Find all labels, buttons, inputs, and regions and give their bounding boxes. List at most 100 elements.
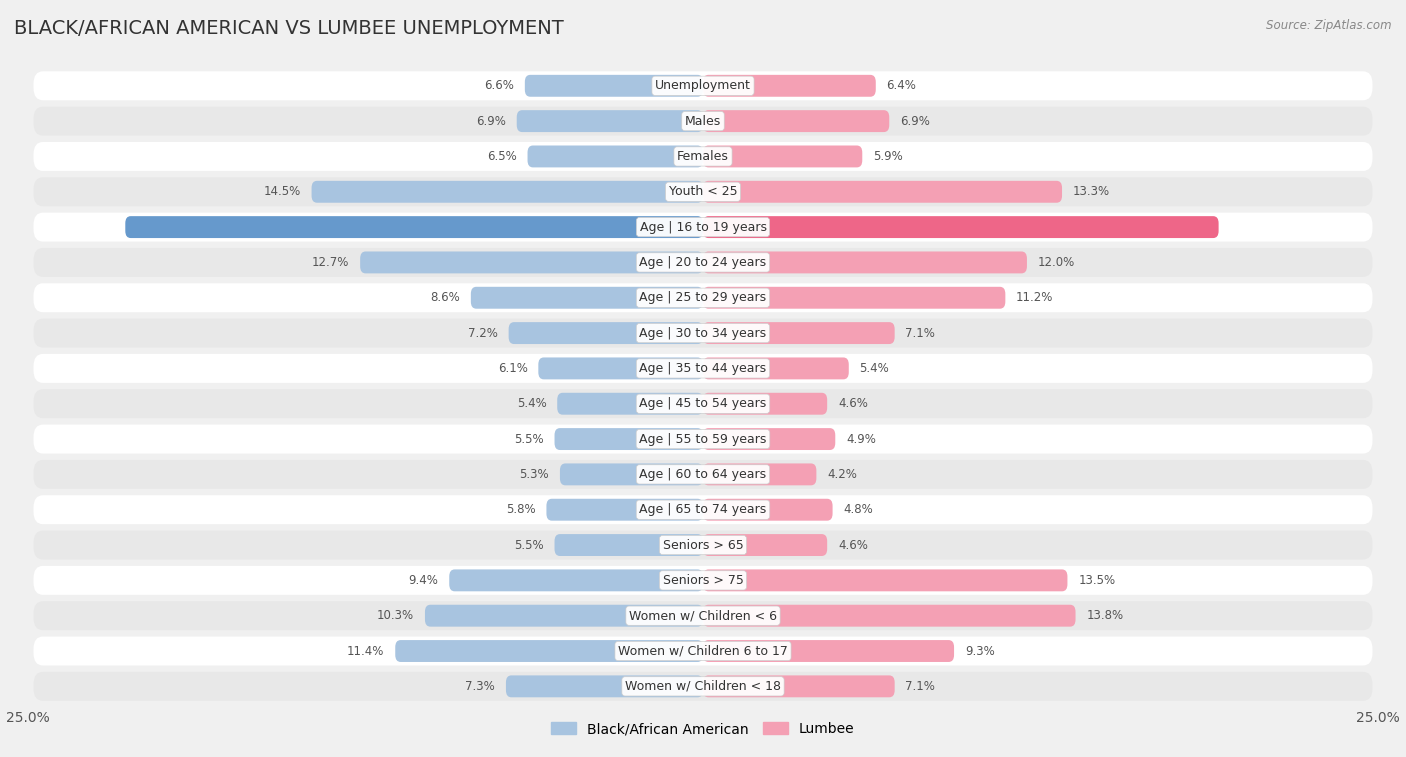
Text: Age | 35 to 44 years: Age | 35 to 44 years	[640, 362, 766, 375]
FancyBboxPatch shape	[703, 181, 1062, 203]
Text: 13.3%: 13.3%	[1073, 185, 1109, 198]
FancyBboxPatch shape	[703, 357, 849, 379]
Text: 10.3%: 10.3%	[377, 609, 415, 622]
FancyBboxPatch shape	[703, 640, 955, 662]
Text: 11.2%: 11.2%	[1017, 291, 1053, 304]
Text: 11.4%: 11.4%	[347, 644, 384, 658]
FancyBboxPatch shape	[509, 322, 703, 344]
Text: 4.9%: 4.9%	[846, 432, 876, 446]
Text: 7.3%: 7.3%	[465, 680, 495, 693]
Text: 9.3%: 9.3%	[965, 644, 994, 658]
FancyBboxPatch shape	[703, 499, 832, 521]
Text: 6.1%: 6.1%	[498, 362, 527, 375]
FancyBboxPatch shape	[527, 145, 703, 167]
FancyBboxPatch shape	[554, 534, 703, 556]
Text: 4.2%: 4.2%	[827, 468, 858, 481]
FancyBboxPatch shape	[34, 107, 1372, 136]
Text: 12.7%: 12.7%	[312, 256, 349, 269]
Text: Age | 30 to 34 years: Age | 30 to 34 years	[640, 326, 766, 340]
FancyBboxPatch shape	[312, 181, 703, 203]
FancyBboxPatch shape	[34, 637, 1372, 665]
Text: 6.5%: 6.5%	[486, 150, 517, 163]
Text: Seniors > 65: Seniors > 65	[662, 538, 744, 552]
Text: 5.8%: 5.8%	[506, 503, 536, 516]
FancyBboxPatch shape	[703, 111, 889, 132]
Text: 5.5%: 5.5%	[515, 432, 544, 446]
FancyBboxPatch shape	[34, 425, 1372, 453]
Text: Youth < 25: Youth < 25	[669, 185, 737, 198]
Text: 6.9%: 6.9%	[900, 114, 929, 128]
Text: 13.5%: 13.5%	[1078, 574, 1115, 587]
FancyBboxPatch shape	[703, 393, 827, 415]
FancyBboxPatch shape	[34, 283, 1372, 312]
FancyBboxPatch shape	[703, 463, 817, 485]
FancyBboxPatch shape	[524, 75, 703, 97]
FancyBboxPatch shape	[34, 566, 1372, 595]
Text: 13.8%: 13.8%	[1087, 609, 1123, 622]
Text: Age | 20 to 24 years: Age | 20 to 24 years	[640, 256, 766, 269]
FancyBboxPatch shape	[703, 287, 1005, 309]
FancyBboxPatch shape	[703, 251, 1026, 273]
Text: 5.3%: 5.3%	[519, 468, 550, 481]
Text: 7.2%: 7.2%	[468, 326, 498, 340]
FancyBboxPatch shape	[703, 145, 862, 167]
Text: 5.4%: 5.4%	[859, 362, 890, 375]
FancyBboxPatch shape	[360, 251, 703, 273]
FancyBboxPatch shape	[34, 601, 1372, 630]
Text: BLACK/AFRICAN AMERICAN VS LUMBEE UNEMPLOYMENT: BLACK/AFRICAN AMERICAN VS LUMBEE UNEMPLO…	[14, 19, 564, 38]
FancyBboxPatch shape	[554, 428, 703, 450]
FancyBboxPatch shape	[703, 428, 835, 450]
Text: Age | 60 to 64 years: Age | 60 to 64 years	[640, 468, 766, 481]
Text: Source: ZipAtlas.com: Source: ZipAtlas.com	[1267, 19, 1392, 32]
FancyBboxPatch shape	[547, 499, 703, 521]
FancyBboxPatch shape	[34, 248, 1372, 277]
FancyBboxPatch shape	[34, 460, 1372, 489]
FancyBboxPatch shape	[34, 71, 1372, 100]
FancyBboxPatch shape	[34, 495, 1372, 524]
Text: 19.1%: 19.1%	[1229, 220, 1267, 234]
Text: 7.1%: 7.1%	[905, 326, 935, 340]
FancyBboxPatch shape	[703, 569, 1067, 591]
FancyBboxPatch shape	[560, 463, 703, 485]
Text: Women w/ Children 6 to 17: Women w/ Children 6 to 17	[619, 644, 787, 658]
Text: Women w/ Children < 18: Women w/ Children < 18	[626, 680, 780, 693]
Text: Age | 45 to 54 years: Age | 45 to 54 years	[640, 397, 766, 410]
Text: 5.9%: 5.9%	[873, 150, 903, 163]
Text: Age | 65 to 74 years: Age | 65 to 74 years	[640, 503, 766, 516]
FancyBboxPatch shape	[703, 322, 894, 344]
FancyBboxPatch shape	[703, 534, 827, 556]
Text: Unemployment: Unemployment	[655, 79, 751, 92]
Text: 9.4%: 9.4%	[409, 574, 439, 587]
FancyBboxPatch shape	[34, 354, 1372, 383]
Text: 7.1%: 7.1%	[905, 680, 935, 693]
FancyBboxPatch shape	[506, 675, 703, 697]
FancyBboxPatch shape	[34, 389, 1372, 418]
Text: 5.5%: 5.5%	[515, 538, 544, 552]
FancyBboxPatch shape	[703, 675, 894, 697]
Text: 4.6%: 4.6%	[838, 397, 868, 410]
FancyBboxPatch shape	[450, 569, 703, 591]
FancyBboxPatch shape	[125, 217, 703, 238]
Text: 5.4%: 5.4%	[516, 397, 547, 410]
Legend: Black/African American, Lumbee: Black/African American, Lumbee	[546, 716, 860, 742]
FancyBboxPatch shape	[425, 605, 703, 627]
FancyBboxPatch shape	[703, 217, 1219, 238]
FancyBboxPatch shape	[34, 213, 1372, 241]
Text: 4.8%: 4.8%	[844, 503, 873, 516]
Text: Age | 16 to 19 years: Age | 16 to 19 years	[640, 220, 766, 234]
FancyBboxPatch shape	[557, 393, 703, 415]
FancyBboxPatch shape	[471, 287, 703, 309]
Text: 6.6%: 6.6%	[484, 79, 515, 92]
FancyBboxPatch shape	[703, 75, 876, 97]
Text: Males: Males	[685, 114, 721, 128]
Text: 4.6%: 4.6%	[838, 538, 868, 552]
Text: 8.6%: 8.6%	[430, 291, 460, 304]
FancyBboxPatch shape	[34, 531, 1372, 559]
Text: 14.5%: 14.5%	[263, 185, 301, 198]
Text: Women w/ Children < 6: Women w/ Children < 6	[628, 609, 778, 622]
FancyBboxPatch shape	[538, 357, 703, 379]
FancyBboxPatch shape	[34, 672, 1372, 701]
Text: Seniors > 75: Seniors > 75	[662, 574, 744, 587]
FancyBboxPatch shape	[34, 319, 1372, 347]
Text: Females: Females	[678, 150, 728, 163]
